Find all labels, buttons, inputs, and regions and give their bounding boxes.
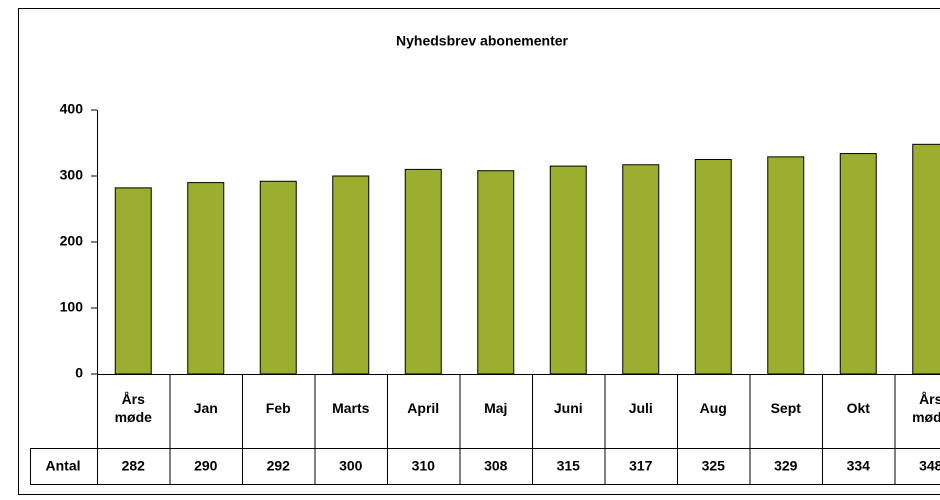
table-value: 290 [194, 458, 218, 474]
y-tick-label: 100 [60, 299, 84, 315]
x-tick-label-box: Juli [628, 400, 653, 416]
x-tick-label-box: Maj [484, 400, 508, 416]
x-tick-label-box: Års møde [912, 391, 940, 425]
bar [839, 153, 877, 375]
x-tick-label-box: Sept [770, 400, 801, 416]
table-value: 292 [267, 458, 291, 474]
bar [114, 187, 152, 375]
bar [187, 182, 225, 375]
x-tick-label: Feb [265, 400, 291, 416]
y-tick-label: 200 [60, 233, 84, 249]
x-tick-label-box: Okt [846, 400, 870, 416]
bar [477, 170, 515, 375]
bar [332, 175, 370, 375]
x-tick-label: Års møde [912, 391, 940, 425]
bar [622, 164, 660, 375]
bar [694, 159, 732, 375]
x-tick-label: April [407, 400, 440, 416]
x-tick-label: Marts [332, 400, 370, 416]
table-value: 310 [412, 458, 436, 474]
x-tick-label-box: Juni [553, 400, 583, 416]
chart-title: Nyhedsbrev abonementer [396, 33, 568, 49]
x-tick-label: Års møde [114, 391, 152, 425]
x-tick-label: Juli [628, 400, 653, 416]
x-tick-label-box: Aug [699, 400, 727, 416]
bar [767, 156, 805, 375]
table-value: 315 [557, 458, 581, 474]
table-value: 308 [484, 458, 508, 474]
table-row-header: Antal [46, 458, 81, 474]
bar [549, 165, 587, 375]
table-value: 325 [702, 458, 726, 474]
table-value: 282 [122, 458, 146, 474]
bar [404, 168, 442, 375]
x-tick-label-box: April [407, 400, 440, 416]
table-value: 300 [339, 458, 363, 474]
x-tick-label-box: Års møde [114, 391, 152, 425]
x-tick-label: Okt [846, 400, 870, 416]
x-tick-label-box: Marts [332, 400, 370, 416]
y-tick-label: 0 [75, 365, 83, 381]
x-tick-label: Sept [770, 400, 801, 416]
table-value: 317 [629, 458, 653, 474]
table-value: 334 [847, 458, 871, 474]
table-value: 348 [919, 458, 940, 474]
x-tick-label: Maj [484, 400, 508, 416]
x-tick-label: Juni [553, 400, 583, 416]
x-tick-label: Jan [193, 400, 218, 416]
bar [259, 180, 297, 375]
x-tick-label-box: Feb [265, 400, 291, 416]
y-tick-label: 300 [60, 167, 84, 183]
x-tick-label-box: Jan [193, 400, 218, 416]
table-value: 329 [774, 458, 798, 474]
x-tick-label: Aug [699, 400, 727, 416]
bar [912, 143, 940, 375]
y-tick-label: 400 [60, 101, 84, 117]
